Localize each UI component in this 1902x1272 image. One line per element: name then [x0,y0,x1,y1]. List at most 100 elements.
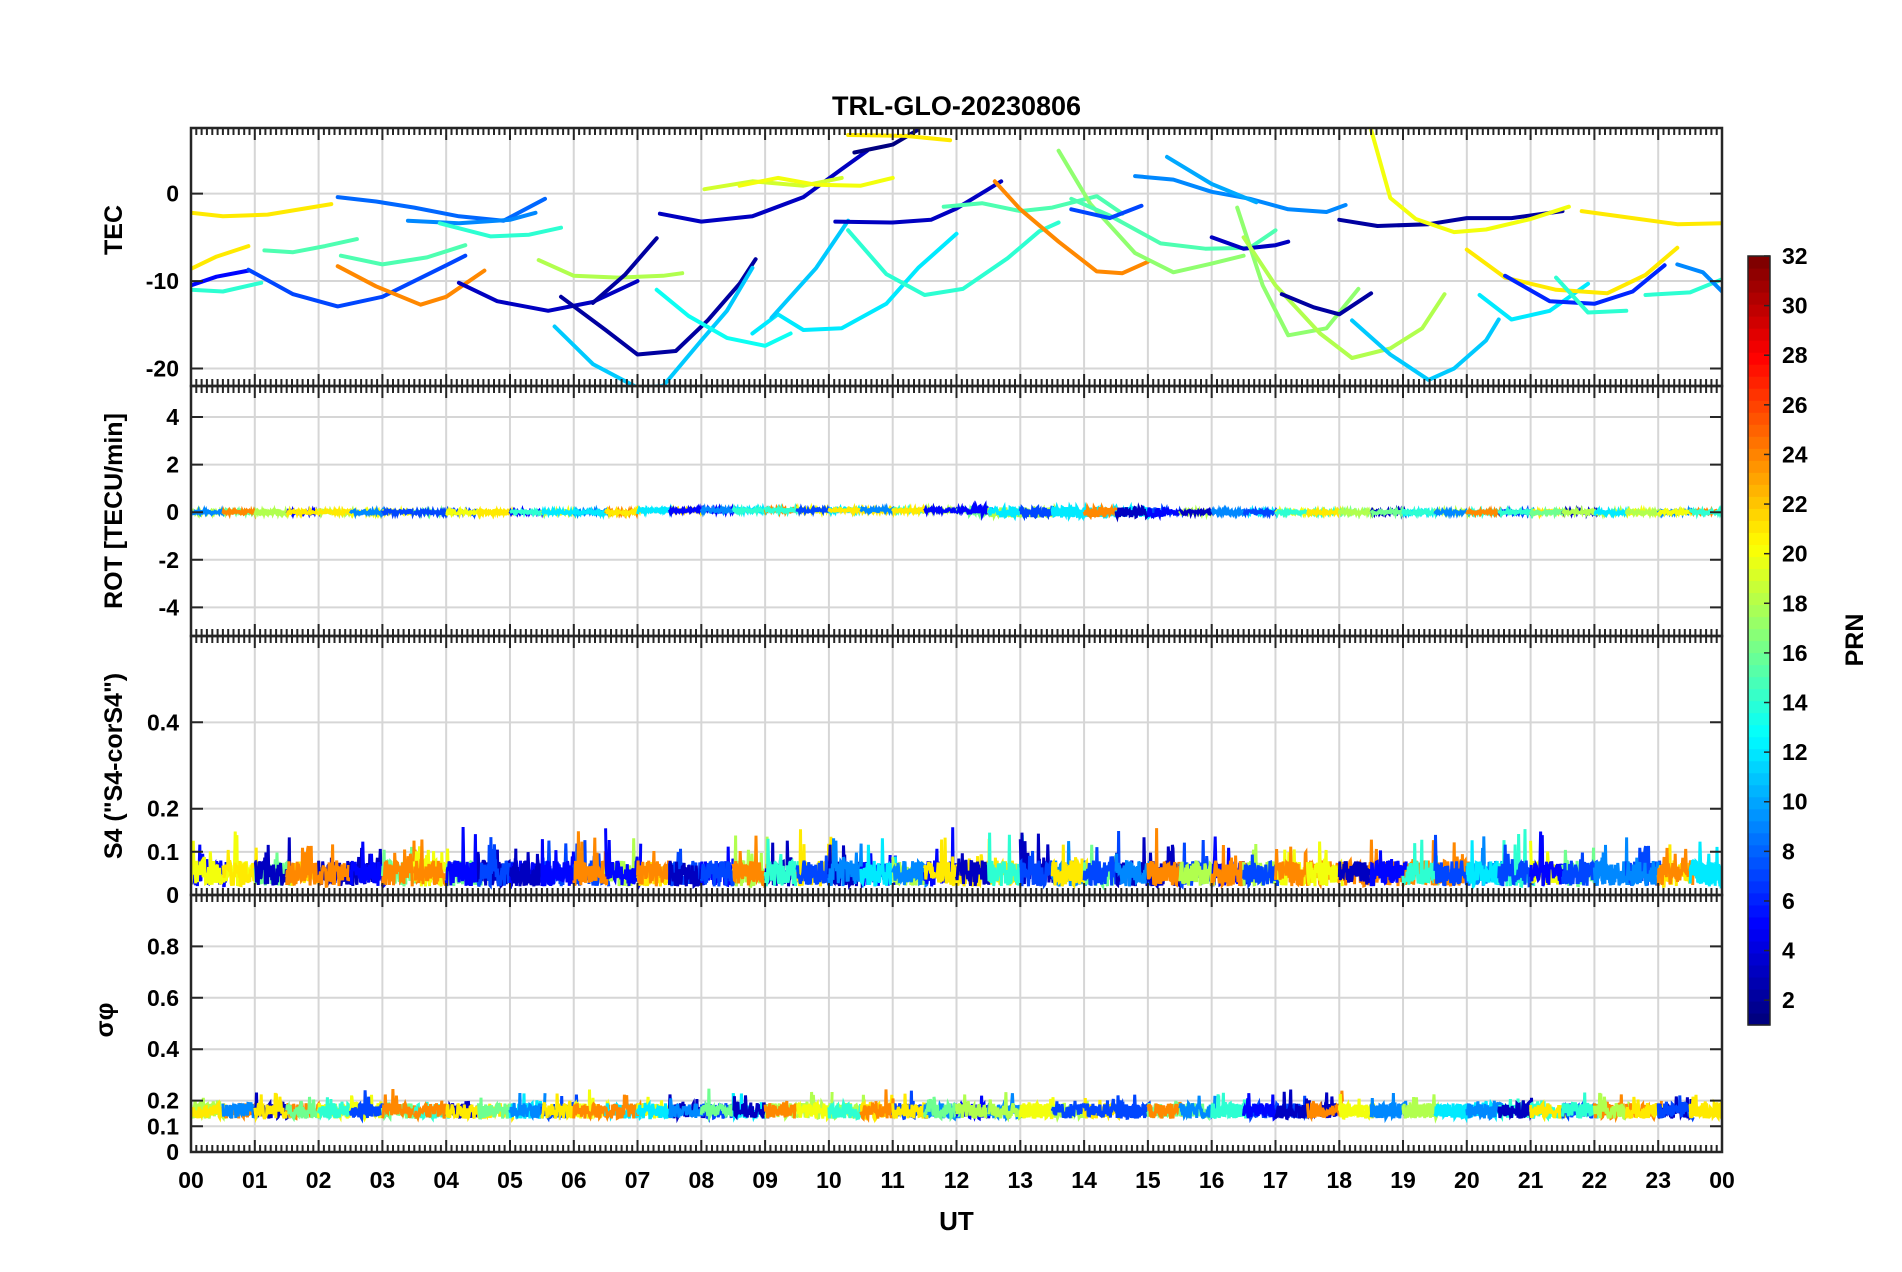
s4-trace-prn-3 [253,837,292,886]
s4-trace-prn-24 [285,845,324,886]
s4-trace-prn-24 [1274,846,1312,888]
colorbar-step [1748,460,1770,473]
sigma_phi-trace-prn-14 [317,1097,356,1121]
colorbar-tick-label: 28 [1782,342,1808,368]
panel-data [191,1088,1722,1124]
sigma_phi-trace-prn-20 [1337,1098,1376,1121]
rot-trace-prn-16 [1369,505,1408,520]
tec-series-prn-11 [1350,317,1501,382]
s4-trace-prn-3 [667,860,706,889]
y-tick-label: 0.6 [147,985,179,1011]
s4-trace-prn-21 [1050,844,1089,890]
tec-series-prn-20 [1369,128,1571,235]
s4-trace-prn-9 [827,838,866,887]
tec-series-prn-12 [1477,281,1590,322]
sigma_phi-trace-prn-14 [827,1097,866,1121]
sigma_phi-trace-prn-5 [1242,1093,1281,1122]
s4-trace-prn-5 [349,841,388,890]
colorbar-step [1748,940,1770,954]
rot-trace-prn-3 [1178,506,1216,520]
tec-series-prn-17 [1056,148,1246,275]
sigma_phi-trace-prn-7 [1114,1094,1153,1121]
s4-trace-prn-24 [1146,828,1185,888]
rot-trace-prn-14 [509,507,547,520]
rot-trace-prn-7 [1018,503,1057,522]
colorbar-step [1748,448,1770,461]
colorbar-step [1748,484,1770,497]
colorbar-step [1748,556,1770,570]
sigma_phi-trace-prn-9 [221,1101,260,1119]
colorbar-step [1748,736,1770,750]
colorbar-step [1748,352,1770,365]
colorbar-step [1748,580,1770,594]
x-tick-label: 19 [1390,1167,1416,1193]
sigma_phi-trace-prn-18 [955,1094,994,1119]
s4-trace-prn-5 [1529,831,1568,887]
colorbar-step [1748,844,1770,858]
colorbar-tick-label: 24 [1782,441,1808,467]
s4-trace-prn-7 [795,855,834,886]
s4-trace-prn-24 [380,840,419,887]
colorbar-step [1748,496,1770,509]
rot-trace-prn-7 [412,505,450,520]
y-tick-label: 0.4 [147,1036,179,1062]
colorbar-tick-label: 10 [1782,789,1808,815]
sigma_phi-trace-prn-24 [604,1094,643,1121]
panel-data [191,128,1722,386]
s4-trace-prn-3 [508,848,547,887]
sigma_phi-trace-prn-9 [667,1098,706,1119]
tec-series-prn-24 [335,264,487,307]
y-tick-label: 0 [166,882,179,908]
sigma_phi-trace-prn-24 [1146,1101,1185,1119]
y-tick-label: -20 [146,356,179,382]
rot-trace-prn-7 [1242,505,1280,520]
sigma_phi-trace-prn-3 [732,1095,770,1121]
colorbar-step [1748,412,1770,425]
colorbar-tick-label: 4 [1782,938,1795,964]
sigma_phi-trace-prn-9 [1178,1095,1217,1122]
x-tick-label: 00 [178,1167,204,1193]
x-tick-label: 12 [944,1167,970,1193]
colorbar-step [1748,520,1770,533]
s4-trace-prn-14 [763,838,802,887]
x-tick-label: 11 [881,1167,906,1193]
y-tick-label: 0 [166,499,179,525]
sigma_phi-trace-prn-24 [763,1100,802,1119]
x-tick-label: 15 [1135,1167,1161,1193]
rot-trace-prn-7 [380,506,419,520]
tec-series-prn-10 [1165,154,1259,205]
rot-trace-prn-21 [476,505,515,520]
rot-trace-prn-9 [699,503,738,518]
colorbar-step [1748,664,1770,678]
colorbar-label: PRN [1841,614,1869,667]
y-tick-label: 0 [166,181,179,207]
y-axis-label-tec: TEC [100,205,128,255]
x-minor-ticks [190,895,1723,1152]
tec-series-prn-13 [654,287,793,348]
x-tick-label: 16 [1199,1167,1225,1193]
s4-trace-prn-9 [1624,857,1663,887]
x-axis-ticks: 00 01 02 03 04 05 06 07 08 09 10 11 12 13 14 15 16 17 18 19… [178,1167,1735,1193]
sigma_phi-trace-prn-9 [508,1093,547,1121]
s4-trace-prn-5 [540,839,579,887]
colorbar-step [1748,712,1770,726]
rot-trace-prn-3 [1114,502,1153,523]
rot-trace-prn-16 [1529,505,1567,520]
sigma_phi-trace-prn-24 [1305,1090,1344,1123]
x-tick-label: 18 [1326,1167,1352,1193]
tec-series-prn-21 [191,202,334,219]
s4-trace-prn-7 [1497,844,1536,888]
colorbar-step [1748,964,1770,978]
x-minor-ticks [190,636,1723,895]
colorbar-step [1748,568,1770,582]
rot-trace-prn-18 [1624,506,1663,520]
y-tick-label: 0.2 [147,796,179,822]
sigma_phi-trace-prn-24 [412,1100,451,1123]
colorbar-step [1748,676,1770,690]
colorbar-step [1748,904,1770,918]
rot-trace-prn-20 [445,505,483,520]
s4-trace-prn-24 [1210,844,1249,890]
colorbar-step [1748,1000,1770,1014]
sigma_phi-trace-prn-12 [636,1099,675,1120]
